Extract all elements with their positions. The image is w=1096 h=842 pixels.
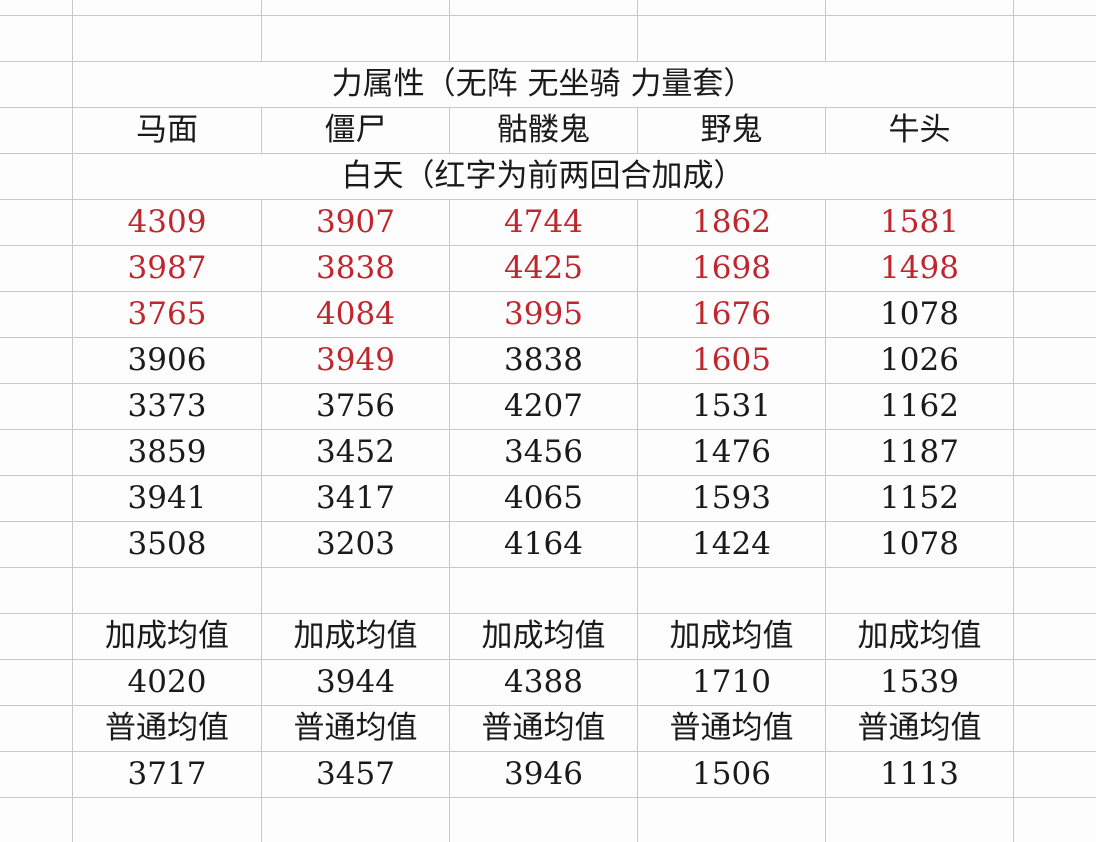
bonus-value-cell[interactable]: 1605 (638, 338, 825, 383)
grid-column-line (449, 0, 450, 842)
grid-row-line (0, 15, 1096, 16)
column-header[interactable]: 骷髅鬼 (450, 108, 637, 153)
value-cell[interactable]: 3508 (73, 522, 261, 567)
column-header[interactable]: 野鬼 (638, 108, 825, 153)
bonus-value-cell[interactable]: 4084 (262, 292, 449, 337)
sheet-title[interactable]: 力属性（无阵 无坐骑 力量套） (73, 62, 1013, 107)
grid-row-line (0, 291, 1096, 292)
grid-row-line (0, 567, 1096, 568)
value-cell[interactable]: 1078 (826, 522, 1013, 567)
grid-column-line (637, 0, 638, 842)
grid-row-line (0, 153, 1096, 154)
bonus-avg-label[interactable]: 加成均值 (826, 614, 1013, 659)
bonus-value-cell[interactable]: 3949 (262, 338, 449, 383)
normal-avg-label[interactable]: 普通均值 (638, 706, 825, 751)
bonus-value-cell[interactable]: 3987 (73, 246, 261, 291)
grid-row-line (0, 107, 1096, 108)
bonus-value-cell[interactable]: 4425 (450, 246, 637, 291)
grid-column-line (825, 0, 826, 842)
value-cell[interactable]: 3373 (73, 384, 261, 429)
normal-avg-value[interactable]: 3946 (450, 752, 637, 797)
grid-row-line (0, 797, 1096, 798)
bonus-value-cell[interactable]: 1498 (826, 246, 1013, 291)
bonus-avg-label[interactable]: 加成均值 (638, 614, 825, 659)
value-cell[interactable]: 3756 (262, 384, 449, 429)
bonus-avg-label[interactable]: 加成均值 (262, 614, 449, 659)
value-cell[interactable]: 3203 (262, 522, 449, 567)
bonus-value-cell[interactable]: 4744 (450, 200, 637, 245)
value-cell[interactable]: 1152 (826, 476, 1013, 521)
grid-row-line (0, 383, 1096, 384)
bonus-value-cell[interactable]: 1698 (638, 246, 825, 291)
grid-row-line (0, 337, 1096, 338)
value-cell[interactable]: 3838 (450, 338, 637, 383)
sheet-subtitle[interactable]: 白天（红字为前两回合加成） (73, 154, 1013, 199)
normal-avg-value[interactable]: 3717 (73, 752, 261, 797)
bonus-avg-value[interactable]: 4388 (450, 660, 637, 705)
value-cell[interactable]: 3417 (262, 476, 449, 521)
value-cell[interactable]: 4164 (450, 522, 637, 567)
bonus-avg-value[interactable]: 1710 (638, 660, 825, 705)
grid-row-line (0, 199, 1096, 200)
bonus-value-cell[interactable]: 1862 (638, 200, 825, 245)
bonus-value-cell[interactable]: 3907 (262, 200, 449, 245)
grid-row-line (0, 613, 1096, 614)
value-cell[interactable]: 1593 (638, 476, 825, 521)
value-cell[interactable]: 1026 (826, 338, 1013, 383)
grid-column-line (261, 0, 262, 842)
grid-row-line (0, 61, 1096, 62)
value-cell[interactable]: 1476 (638, 430, 825, 475)
grid-column-line (72, 0, 73, 842)
bonus-avg-value[interactable]: 3944 (262, 660, 449, 705)
bonus-value-cell[interactable]: 1676 (638, 292, 825, 337)
bonus-avg-label[interactable]: 加成均值 (450, 614, 637, 659)
value-cell[interactable]: 1531 (638, 384, 825, 429)
bonus-avg-label[interactable]: 加成均值 (73, 614, 261, 659)
value-cell[interactable]: 3859 (73, 430, 261, 475)
grid-row-line (0, 475, 1096, 476)
value-cell[interactable]: 3906 (73, 338, 261, 383)
value-cell[interactable]: 4207 (450, 384, 637, 429)
value-cell[interactable]: 3456 (450, 430, 637, 475)
grid-row-line (0, 429, 1096, 430)
column-header[interactable]: 僵尸 (262, 108, 449, 153)
value-cell[interactable]: 1078 (826, 292, 1013, 337)
value-cell[interactable]: 3941 (73, 476, 261, 521)
normal-avg-value[interactable]: 1113 (826, 752, 1013, 797)
normal-avg-value[interactable]: 3457 (262, 752, 449, 797)
grid-row-line (0, 521, 1096, 522)
bonus-value-cell[interactable]: 3838 (262, 246, 449, 291)
bonus-value-cell[interactable]: 1581 (826, 200, 1013, 245)
grid-row-line (0, 751, 1096, 752)
normal-avg-label[interactable]: 普通均值 (73, 706, 261, 751)
normal-avg-label[interactable]: 普通均值 (262, 706, 449, 751)
value-cell[interactable]: 1187 (826, 430, 1013, 475)
bonus-avg-value[interactable]: 4020 (73, 660, 261, 705)
normal-avg-label[interactable]: 普通均值 (826, 706, 1013, 751)
value-cell[interactable]: 1162 (826, 384, 1013, 429)
bonus-value-cell[interactable]: 3765 (73, 292, 261, 337)
grid-column-line (1013, 0, 1014, 842)
column-header[interactable]: 马面 (73, 108, 261, 153)
normal-avg-label[interactable]: 普通均值 (450, 706, 637, 751)
value-cell[interactable]: 1424 (638, 522, 825, 567)
bonus-avg-value[interactable]: 1539 (826, 660, 1013, 705)
column-header[interactable]: 牛头 (826, 108, 1013, 153)
bonus-value-cell[interactable]: 3995 (450, 292, 637, 337)
bonus-value-cell[interactable]: 4309 (73, 200, 261, 245)
value-cell[interactable]: 3452 (262, 430, 449, 475)
normal-avg-value[interactable]: 1506 (638, 752, 825, 797)
grid-row-line (0, 659, 1096, 660)
grid-row-line (0, 245, 1096, 246)
grid-row-line (0, 705, 1096, 706)
value-cell[interactable]: 4065 (450, 476, 637, 521)
